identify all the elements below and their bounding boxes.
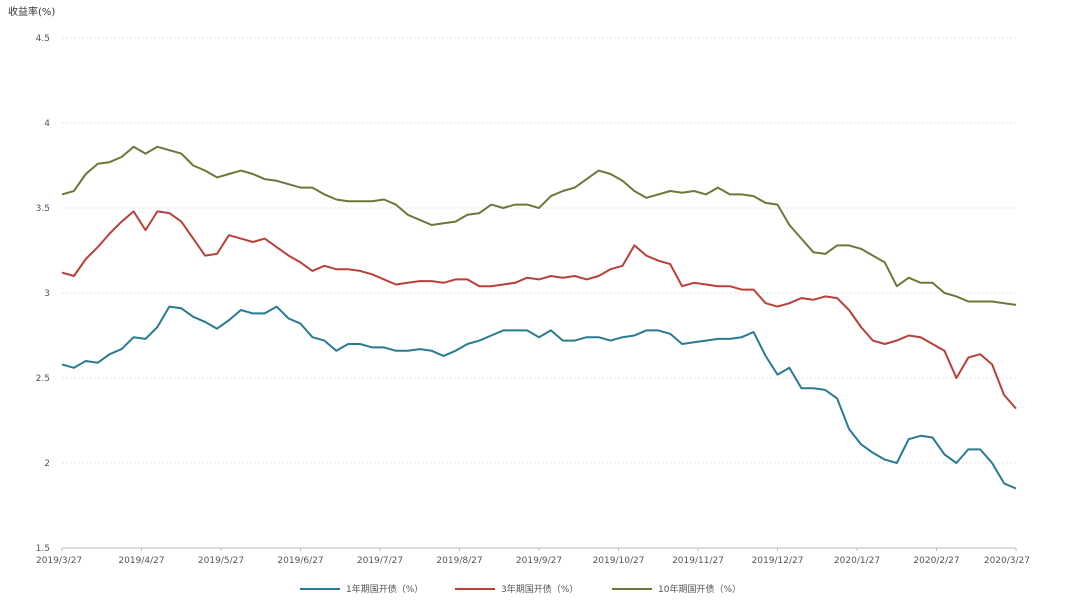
series-line-1 [61, 305, 1017, 490]
x-tick-label: 2019/12/27 [752, 556, 804, 566]
y-tick-label: 4.5 [36, 34, 50, 44]
x-tick-label: 2020/2/27 [913, 556, 959, 566]
gridlines [62, 37, 1016, 549]
y-tick-label: 1.5 [36, 544, 50, 554]
y-tick-label: 2.5 [36, 374, 50, 384]
x-tick-label: 2019/9/27 [516, 556, 562, 566]
y-tick-labels: 1.5 2 2.5 3 3.5 4 4.5 [36, 34, 51, 554]
series-line-3 [61, 145, 1017, 306]
x-tick-label: 2020/1/27 [834, 556, 880, 566]
legend: 1年期国开债（%） 3年期国开债（%） 10年期国开债（%） [300, 583, 741, 595]
series-lines [61, 145, 1017, 490]
legend-label: 1年期国开债（%） [346, 583, 423, 595]
y-tick-label: 2 [44, 459, 50, 469]
x-tick-label: 2019/3/27 [36, 556, 82, 566]
x-tick-label: 2019/5/27 [198, 556, 244, 566]
x-tick-label: 2020/3/27 [984, 556, 1030, 566]
legend-label: 3年期国开债（%） [501, 583, 578, 595]
y-axis-label: 收益率(%) [8, 5, 55, 18]
series-line-2 [61, 210, 1017, 410]
y-tick-label: 4 [44, 119, 50, 129]
x-tick-label: 2019/6/27 [277, 556, 323, 566]
x-tick-label: 2019/7/27 [357, 556, 403, 566]
x-tick-label: 2019/11/27 [672, 556, 724, 566]
x-tick-label: 2019/8/27 [436, 556, 482, 566]
x-tick-label: 2019/10/27 [593, 556, 645, 566]
y-tick-label: 3 [44, 289, 50, 299]
y-tick-label: 3.5 [36, 204, 50, 214]
legend-label: 10年期国开债（%） [658, 583, 741, 595]
x-tick-labels: 2019/3/27 2019/4/27 2019/5/27 2019/6/27 2019… [36, 548, 1030, 566]
x-tick-label: 2019/4/27 [118, 556, 164, 566]
